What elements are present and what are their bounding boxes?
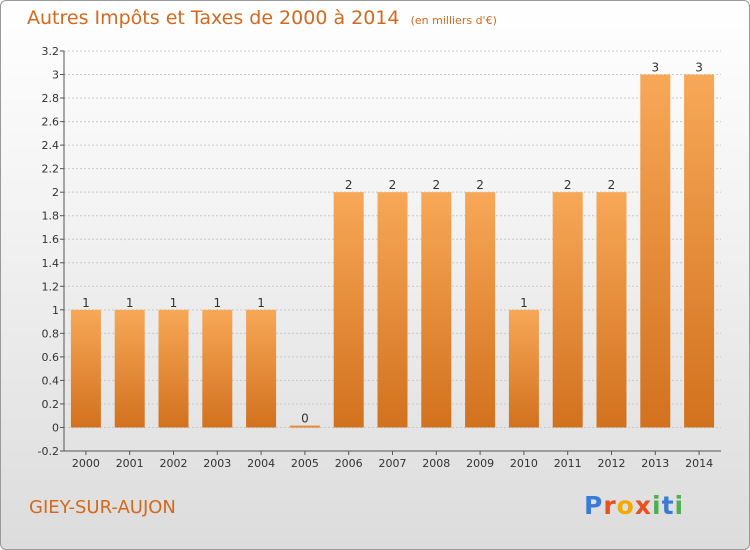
y-tick-label: 3.2 xyxy=(42,45,60,58)
value-label: 2 xyxy=(345,178,353,192)
x-tick-label: 2006 xyxy=(335,457,363,470)
y-tick-label: 1.4 xyxy=(42,257,60,270)
y-axis-ticks: -0.2 0 0.2 0.4 0.6 0.8 1 1.2 1.4 1.6 1.8 2 2.2 2.4 2.6… xyxy=(38,45,65,458)
x-tick-label: 2003 xyxy=(203,457,231,470)
y-tick-label: 2.6 xyxy=(42,116,60,129)
value-label: 3 xyxy=(695,61,703,75)
x-tick-label: 2010 xyxy=(510,457,538,470)
x-tick-label: 2002 xyxy=(160,457,188,470)
value-label: 1 xyxy=(82,296,90,310)
logo-letter: t xyxy=(661,491,675,520)
bar-2008 xyxy=(421,192,452,428)
y-tick-label: 0.8 xyxy=(42,327,60,340)
bar-2014 xyxy=(684,74,715,428)
value-label: 2 xyxy=(432,178,440,192)
x-tick-label: 2009 xyxy=(466,457,494,470)
y-tick-label: 0.2 xyxy=(42,398,60,411)
x-tick-label: 2014 xyxy=(685,457,713,470)
y-tick-label: 0 xyxy=(52,421,59,434)
value-label: 2 xyxy=(389,178,397,192)
value-label: 3 xyxy=(651,61,659,75)
value-label: 1 xyxy=(520,296,528,310)
bars: 1 1 1 1 1 0 2 2 2 2 1 2 2 3 3 xyxy=(70,61,715,428)
bar-2006 xyxy=(333,192,364,428)
logo-letter: i xyxy=(652,491,662,520)
bar-2007 xyxy=(377,192,408,428)
y-tick-label: 1.8 xyxy=(42,210,60,223)
logo-letter: i xyxy=(674,491,685,520)
bar-2013 xyxy=(640,74,671,428)
y-tick-label: 1.2 xyxy=(42,280,60,293)
x-tick-label: 2012 xyxy=(598,457,626,470)
bar-2003 xyxy=(202,309,233,428)
logo-letter: x xyxy=(634,491,652,520)
value-label: 2 xyxy=(608,178,616,192)
x-tick-label: 2005 xyxy=(291,457,319,470)
y-tick-label: 0.4 xyxy=(42,374,60,387)
proxiti-logo: Proxiti xyxy=(584,491,684,520)
y-tick-label: 2.8 xyxy=(42,92,60,105)
title-row: Autres Impôts et Taxes de 2000 à 2014 (e… xyxy=(27,7,497,29)
x-tick-label: 2007 xyxy=(379,457,407,470)
bar-2010 xyxy=(508,309,539,428)
logo-letter: r xyxy=(603,491,617,520)
y-tick-label: 2 xyxy=(52,186,59,199)
y-tick-label: 1.6 xyxy=(42,233,60,246)
x-tick-label: 2000 xyxy=(72,457,100,470)
y-tick-label: -0.2 xyxy=(38,445,59,458)
bar-2005 xyxy=(289,425,320,428)
y-tick-label: 2.4 xyxy=(42,139,60,152)
bar-2012 xyxy=(596,192,627,428)
logo-letter: P xyxy=(584,491,604,520)
value-label: 1 xyxy=(126,296,134,310)
y-tick-label: 2.2 xyxy=(42,163,60,176)
value-label: 1 xyxy=(170,296,178,310)
bar-2011 xyxy=(552,192,583,428)
value-label: 2 xyxy=(476,178,484,192)
value-label: 2 xyxy=(564,178,572,192)
commune-name: GIEY-SUR-AUJON xyxy=(29,497,176,518)
y-tick-label: 3 xyxy=(52,69,59,82)
value-label: 1 xyxy=(213,296,221,310)
bar-2004 xyxy=(246,309,277,428)
x-tick-label: 2013 xyxy=(641,457,669,470)
bar-2000 xyxy=(70,309,101,428)
x-tick-label: 2001 xyxy=(116,457,144,470)
value-label: 0 xyxy=(301,411,309,425)
bar-2001 xyxy=(114,309,145,428)
value-label: 1 xyxy=(257,296,265,310)
chart-title: Autres Impôts et Taxes de 2000 à 2014 xyxy=(27,7,400,29)
logo-letter: o xyxy=(616,491,635,520)
x-axis: 2000 2001 2002 2003 2004 2005 2006 2007 2008 2009… xyxy=(64,450,721,470)
y-tick-label: 0.6 xyxy=(42,351,60,364)
y-tick-label: 1 xyxy=(52,304,59,317)
x-tick-label: 2004 xyxy=(247,457,275,470)
chart-subtitle: (en milliers d'€) xyxy=(410,14,497,27)
x-tick-label: 2008 xyxy=(422,457,450,470)
bar-2009 xyxy=(465,192,496,428)
x-tick-label: 2011 xyxy=(554,457,582,470)
bar-2002 xyxy=(158,309,189,428)
